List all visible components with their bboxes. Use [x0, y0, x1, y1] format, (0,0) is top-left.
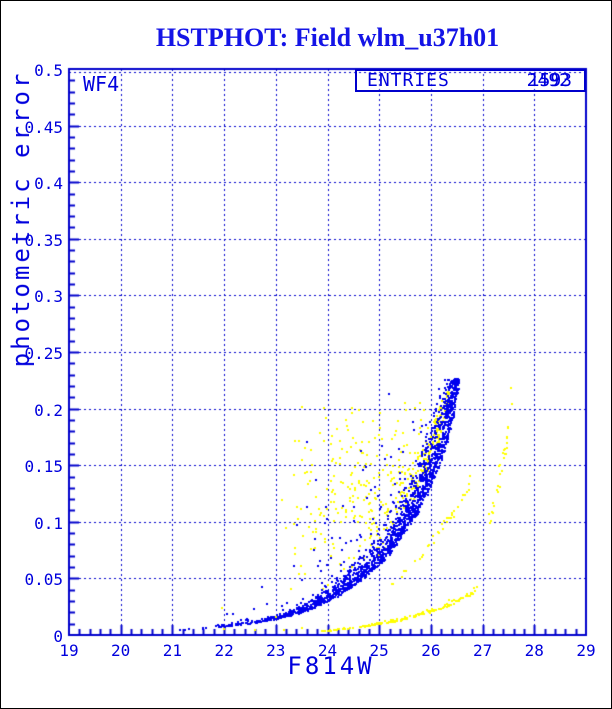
- x-axis-label: F814W: [287, 652, 375, 680]
- entries-values: 2492 1593: [526, 70, 572, 91]
- y-axis-label: photometric error: [7, 70, 35, 368]
- entries-value-yellow: 1593: [528, 70, 572, 91]
- entries-value-blue: 2492: [526, 70, 570, 91]
- entries-label: ENTRIES: [367, 70, 450, 91]
- chip-label: WF4: [83, 72, 120, 96]
- entries-box: ENTRIES 2492 1593: [355, 69, 586, 92]
